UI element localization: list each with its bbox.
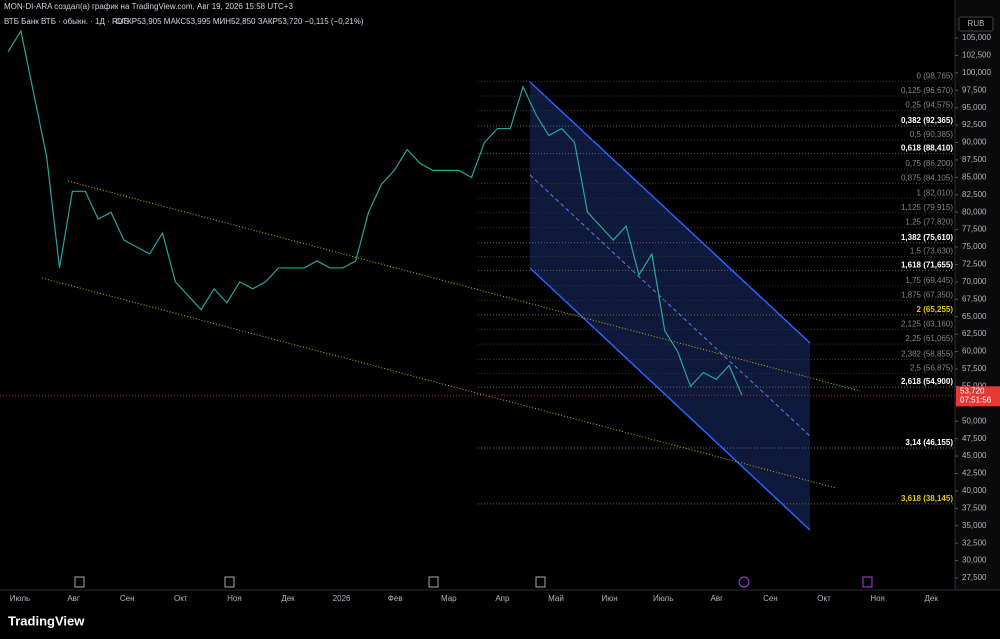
fib-label: 0 (98,765) xyxy=(917,72,954,81)
fib-label: 1,5 (73,630) xyxy=(910,247,953,256)
price-tick-label: 77,500 xyxy=(962,225,987,234)
fib-label: 1,75 (69,445) xyxy=(905,276,953,285)
price-tick-label: 60,000 xyxy=(962,347,987,356)
price-tick-label: 87,500 xyxy=(962,155,987,164)
price-tick-label: 75,000 xyxy=(962,242,987,251)
fib-label: 1,25 (77,820) xyxy=(905,217,953,226)
time-label: Ноя xyxy=(870,594,885,603)
price-line xyxy=(7,29,743,396)
caption: MON-DI-ARA создал(а) график на TradingVi… xyxy=(4,2,293,11)
price-tick-label: 47,500 xyxy=(962,434,987,443)
price-tick-label: 100,000 xyxy=(962,68,991,77)
price-tick-label: 70,000 xyxy=(962,277,987,286)
currency[interactable]: RUB xyxy=(968,19,985,28)
trend-line-lower xyxy=(41,277,837,489)
price-tick-label: 82,500 xyxy=(962,190,987,199)
fib-label: 1,618 (71,655) xyxy=(901,260,953,269)
price-tick-label: 42,500 xyxy=(962,469,987,478)
channel-mid xyxy=(529,174,811,437)
channel-lower xyxy=(529,267,811,531)
time-label: Июн xyxy=(602,594,618,603)
time-label: Фев xyxy=(388,594,403,603)
price-tick-label: 30,000 xyxy=(962,556,987,565)
countdown: 07:51:56 xyxy=(960,395,992,404)
fib-label: 1,382 (75,610) xyxy=(901,233,953,242)
time-label: Окт xyxy=(817,594,831,603)
price-tick-label: 95,000 xyxy=(962,103,987,112)
fib-label: 0,618 (88,410) xyxy=(901,144,953,153)
fib-label: 2,5 (56,875) xyxy=(910,363,953,372)
fib-label: 2,25 (61,065) xyxy=(905,334,953,343)
time-label: Ноя xyxy=(227,594,242,603)
time-label: Сен xyxy=(120,594,135,603)
event-icons xyxy=(74,576,873,588)
price-tick-label: 80,000 xyxy=(962,207,987,216)
price-tick-label: 40,000 xyxy=(962,486,987,495)
fib-label: 0,25 (94,575) xyxy=(905,101,953,110)
time-label: Дек xyxy=(925,594,939,603)
currency-box[interactable] xyxy=(958,16,994,32)
time-label: Мар xyxy=(441,594,457,603)
time-label: Апр xyxy=(495,594,510,603)
price-tick-label: 105,000 xyxy=(962,33,991,42)
fib-label: 2 (65,255) xyxy=(917,305,954,314)
fib-label: 1 (82,010) xyxy=(917,188,954,197)
fib-label: 1,875 (67,350) xyxy=(901,290,953,299)
time-label: Авг xyxy=(711,594,724,603)
price-tick-label: 65,000 xyxy=(962,312,987,321)
fib-label: 3,618 (38,145) xyxy=(901,494,953,503)
time-label: Июль xyxy=(653,594,673,603)
last-price-label: 53,720 xyxy=(960,386,985,395)
fib-label: 0,75 (86,200) xyxy=(905,159,953,168)
fib-label: 2,618 (54,900) xyxy=(901,377,953,386)
price-tick-label: 37,500 xyxy=(962,503,987,512)
time-label: Окт xyxy=(174,594,188,603)
price-tick-label: 85,000 xyxy=(962,172,987,181)
price-tick-label: 32,500 xyxy=(962,538,987,547)
logo: TradingView xyxy=(8,613,85,628)
price-tick-label: 72,500 xyxy=(962,260,987,269)
symbol: ВТБ Банк ВТБ · обыкн. · 1Д · RUS xyxy=(4,17,129,26)
price-tick-label: 97,500 xyxy=(962,85,987,94)
price-tick-label: 62,500 xyxy=(962,329,987,338)
fib-label: 0,875 (84,105) xyxy=(901,174,953,183)
ohlc: ОТКР53,905 МАКС53,995 МИН52,850 ЗАКР53,7… xyxy=(116,17,364,26)
price-tick-label: 45,000 xyxy=(962,451,987,460)
fib-label: 0,125 (96,670) xyxy=(901,86,953,95)
fib-label: 0,382 (92,365) xyxy=(901,116,953,125)
time-label: 2026 xyxy=(333,594,351,603)
price-tick-label: 27,500 xyxy=(962,573,987,582)
fib-label: 2,382 (58,855) xyxy=(901,350,953,359)
price-tick-label: 57,500 xyxy=(962,364,987,373)
price-tick-label: 67,500 xyxy=(962,294,987,303)
fib-label: 1,125 (79,915) xyxy=(901,203,953,212)
time-label: Май xyxy=(548,594,564,603)
price-axis-bg xyxy=(955,0,1000,590)
time-label: Дек xyxy=(281,594,295,603)
time-label: Июль xyxy=(10,594,30,603)
fib-label: 0,5 (90,385) xyxy=(910,130,953,139)
price-tick-label: 102,500 xyxy=(962,51,991,60)
price-tick-label: 90,000 xyxy=(962,138,987,147)
time-label: Авг xyxy=(67,594,80,603)
price-tick-label: 35,000 xyxy=(962,521,987,530)
last-price-tag xyxy=(956,386,1000,407)
fib-label: 3,14 (46,155) xyxy=(905,438,953,447)
time-label: Сен xyxy=(763,594,778,603)
price-tick-label: 50,000 xyxy=(962,416,987,425)
price-tick-label: 55,000 xyxy=(962,381,987,390)
fib-label: 2,125 (63,160) xyxy=(901,320,953,329)
price-tick-label: 92,500 xyxy=(962,120,987,129)
